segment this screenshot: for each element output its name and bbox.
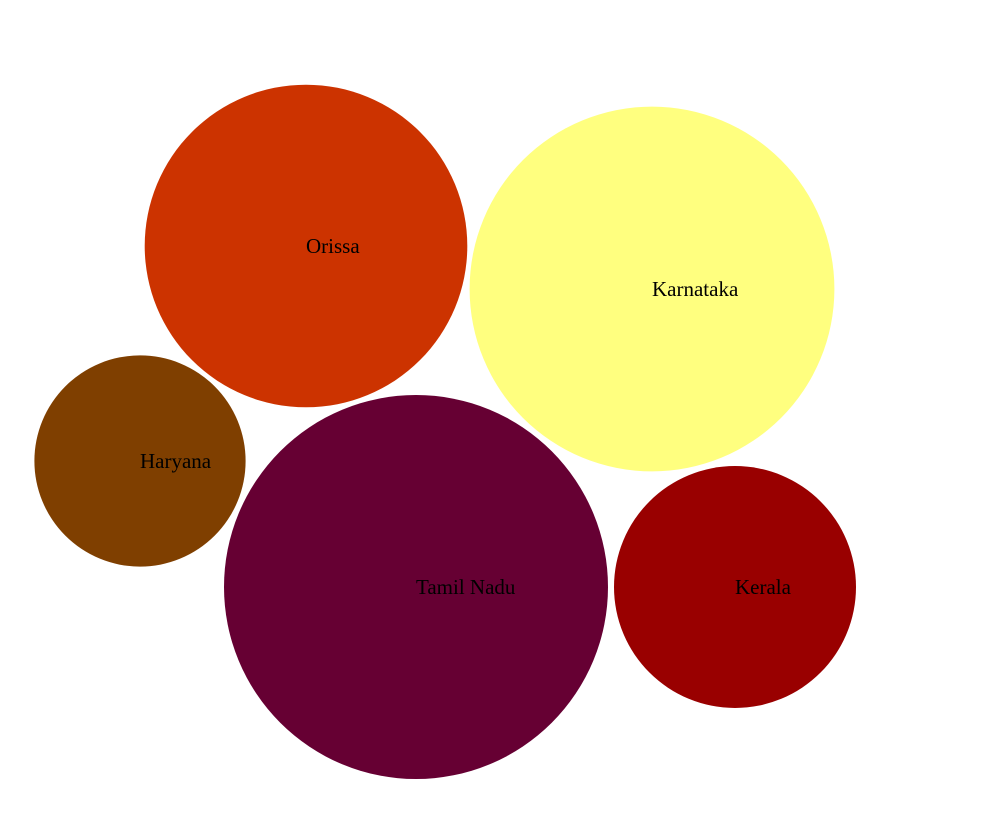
bubble-label-haryana: Haryana: [140, 449, 212, 473]
bubble-karnataka[interactable]: [469, 106, 835, 472]
bubble-kerala[interactable]: [614, 466, 856, 708]
bubble-label-orissa: Orissa: [306, 234, 360, 258]
bubble-label-karnataka: Karnataka: [652, 277, 739, 301]
bubble-orissa[interactable]: [144, 84, 468, 408]
bubble-haryana[interactable]: [34, 355, 246, 567]
bubble-label-kerala: Kerala: [735, 575, 792, 599]
bubble-tamil-nadu[interactable]: [224, 395, 608, 779]
bubble-label-tamil-nadu: Tamil Nadu: [416, 575, 516, 599]
